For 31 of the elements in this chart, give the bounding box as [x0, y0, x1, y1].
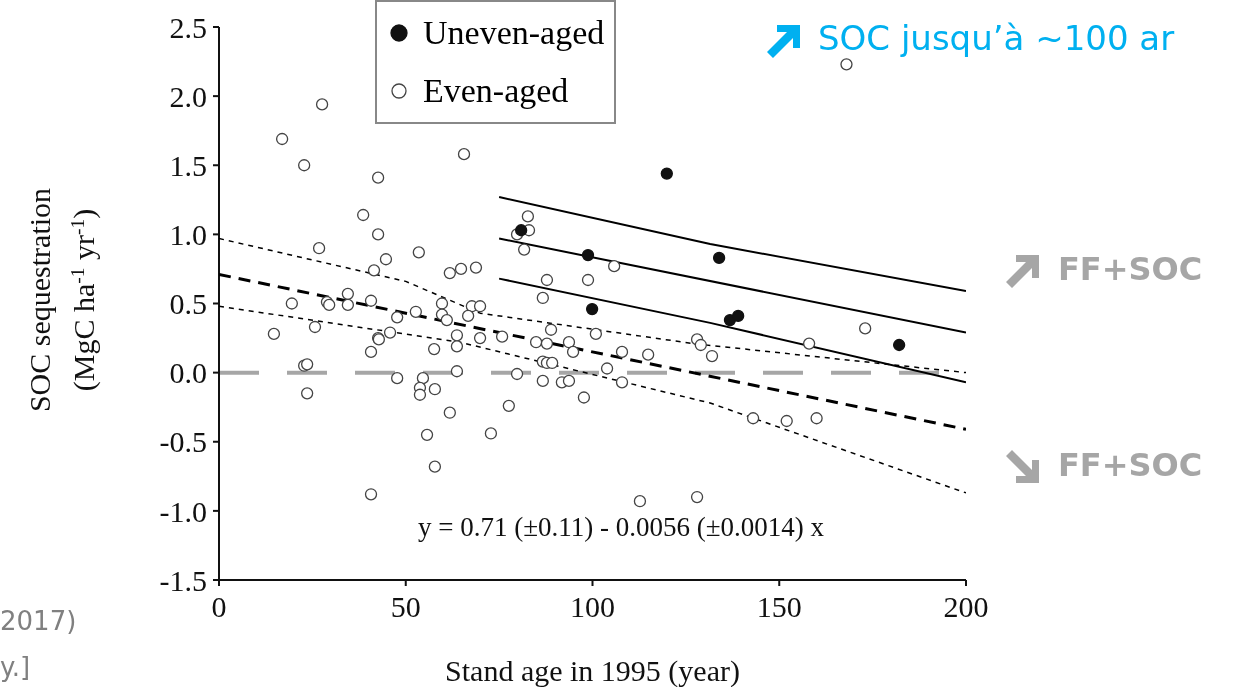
- point: [732, 309, 745, 323]
- text: FF+SOC: [1058, 446, 1203, 484]
- y-tick-label: 2.0: [169, 79, 207, 113]
- text: y.]: [0, 652, 31, 682]
- legend-label: Uneven-aged: [423, 14, 605, 52]
- y-tick-label: -1.0: [159, 494, 207, 528]
- y-tick-label: 0.5: [169, 287, 207, 321]
- y-tick-label: -0.5: [159, 425, 207, 459]
- point: [712, 251, 726, 265]
- y-tick-label: 0.0: [169, 356, 207, 390]
- x-axis-title: Stand age in 1995 (year): [445, 654, 740, 687]
- y-tick-label: -1.5: [159, 563, 207, 597]
- annotation: SOC jusqu’à ~100 ar: [818, 18, 1175, 58]
- point: [660, 167, 673, 180]
- text: FF+SOC: [1058, 250, 1203, 288]
- y-tick-label: 2.5: [169, 10, 207, 44]
- point: [892, 338, 906, 352]
- point: [581, 248, 595, 262]
- x-tick-label: 100: [570, 590, 615, 624]
- x-tick-label: 150: [756, 590, 802, 624]
- annotation: y = 0.71 (±0.11) - 0.0056 (±0.0014) x: [418, 512, 825, 543]
- x-tick-label: 200: [943, 590, 989, 624]
- point: [515, 224, 528, 237]
- text: 2017): [0, 606, 77, 636]
- y-tick-label: 1.0: [169, 218, 207, 252]
- line-series: [219, 305, 966, 494]
- x-tick-label: 50: [390, 590, 421, 624]
- point: [585, 302, 599, 316]
- y-tick-label: 1.5: [169, 148, 207, 182]
- legend-label: Even-aged: [423, 72, 569, 110]
- x-tick-label: 0: [211, 590, 227, 624]
